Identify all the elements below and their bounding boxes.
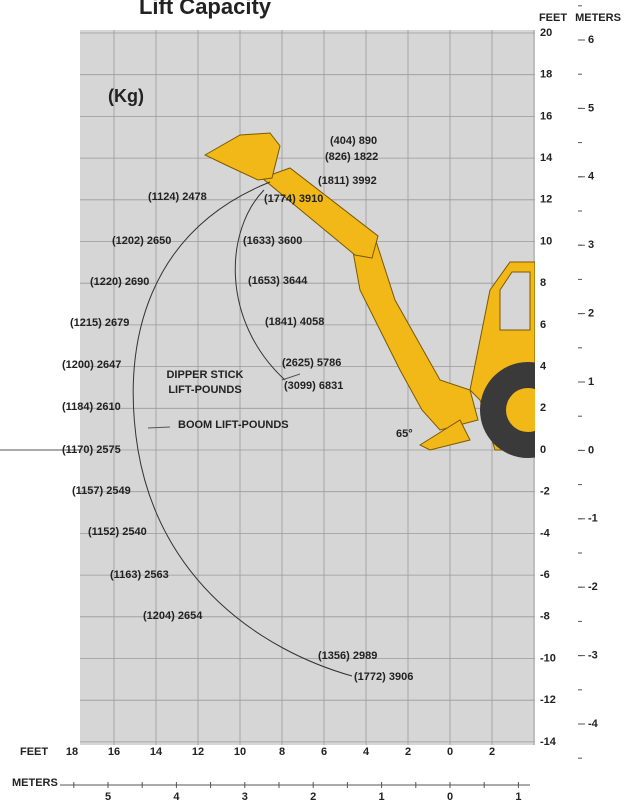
dipper-label: DIPPER STICK bbox=[166, 369, 243, 381]
capacity-label: (3099) 6831 bbox=[284, 380, 343, 392]
feet-tick-label: 2 bbox=[540, 402, 546, 414]
capacity-label: (1356) 2989 bbox=[318, 650, 377, 662]
capacity-label: (1152) 2540 bbox=[88, 526, 147, 538]
dipper-label: LIFT-POUNDS bbox=[168, 384, 241, 396]
bottom-feet-label: FEET bbox=[20, 746, 48, 758]
meter-tick-label: 2 bbox=[310, 791, 316, 803]
capacity-label: (1157) 2549 bbox=[72, 485, 131, 497]
capacity-label: (1124) 2478 bbox=[148, 191, 207, 203]
feet-tick-label: 18 bbox=[540, 69, 552, 81]
bottom-meters-label: METERS bbox=[12, 777, 58, 789]
meter-tick-label: 0 bbox=[588, 444, 594, 456]
feet-tick-label: 0 bbox=[540, 444, 546, 456]
capacity-label: (1653) 3644 bbox=[248, 275, 308, 287]
capacity-label: (1841) 4058 bbox=[265, 316, 324, 328]
feet-tick-label: -10 bbox=[540, 652, 556, 664]
capacity-label: (1633) 3600 bbox=[243, 235, 302, 247]
feet-tick-label: 0 bbox=[447, 746, 453, 758]
feet-tick-label: 12 bbox=[540, 194, 552, 206]
meter-tick-label: 5 bbox=[105, 791, 111, 803]
feet-tick-label: 10 bbox=[234, 746, 246, 758]
meter-tick-label: -2 bbox=[588, 581, 598, 593]
feet-tick-label: 6 bbox=[540, 319, 546, 331]
meter-tick-label: 0 bbox=[447, 791, 453, 803]
capacity-label: (1170) 2575 bbox=[62, 444, 121, 456]
meter-tick-label: 1 bbox=[379, 791, 385, 803]
capacity-label: (2625) 5786 bbox=[282, 357, 341, 369]
meter-tick-label: -4 bbox=[588, 718, 599, 730]
feet-tick-label: -12 bbox=[540, 694, 556, 706]
feet-tick-label: 4 bbox=[540, 361, 547, 373]
feet-tick-label: 8 bbox=[279, 746, 285, 758]
feet-tick-label: 2 bbox=[489, 746, 495, 758]
feet-tick-label: 4 bbox=[363, 746, 370, 758]
feet-tick-label: 16 bbox=[540, 110, 552, 122]
meter-tick-label: 3 bbox=[242, 791, 248, 803]
meter-tick-label: 3 bbox=[588, 239, 594, 251]
unit-label: (Kg) bbox=[108, 86, 144, 106]
feet-tick-label: 16 bbox=[108, 746, 120, 758]
feet-tick-label: -2 bbox=[540, 486, 550, 498]
meter-tick-label: 2 bbox=[588, 308, 594, 320]
feet-header: FEET bbox=[539, 12, 567, 24]
capacity-label: (1774) 3910 bbox=[264, 193, 323, 205]
feet-tick-label: -14 bbox=[540, 736, 557, 748]
meter-tick-label: 6 bbox=[588, 34, 594, 46]
feet-tick-label: -6 bbox=[540, 569, 550, 581]
feet-tick-label: 14 bbox=[540, 152, 553, 164]
meter-tick-label: 5 bbox=[588, 102, 594, 114]
feet-tick-label: 20 bbox=[540, 27, 552, 39]
meter-tick-label: -3 bbox=[588, 650, 598, 662]
capacity-label: (1215) 2679 bbox=[70, 317, 129, 329]
capacity-label: (1220) 2690 bbox=[90, 276, 149, 288]
feet-tick-label: 2 bbox=[405, 746, 411, 758]
capacity-label: (1184) 2610 bbox=[62, 401, 121, 413]
capacity-label: (1811) 3992 bbox=[318, 175, 377, 187]
boom-label: BOOM LIFT-POUNDS bbox=[178, 419, 289, 431]
capacity-label: (826) 1822 bbox=[325, 151, 378, 163]
meter-tick-label: -1 bbox=[588, 513, 598, 525]
meter-tick-label: 1 bbox=[515, 791, 521, 803]
capacity-label: (404) 890 bbox=[330, 135, 377, 147]
capacity-label: (1204) 2654 bbox=[143, 610, 203, 622]
feet-tick-label: 10 bbox=[540, 235, 552, 247]
feet-tick-label: 8 bbox=[540, 277, 546, 289]
meter-tick-label: 1 bbox=[588, 376, 594, 388]
meter-tick-label: 4 bbox=[588, 171, 595, 183]
angle-label: 65° bbox=[396, 428, 413, 440]
title: Lift Capacity bbox=[139, 0, 272, 19]
feet-tick-label: 18 bbox=[66, 746, 78, 758]
capacity-label: (1772) 3906 bbox=[354, 671, 413, 683]
feet-tick-label: -4 bbox=[540, 527, 551, 539]
lift-capacity-diagram: Lift Capacity (Kg) FEET METERS FEET METE… bbox=[0, 0, 629, 804]
capacity-label: (1163) 2563 bbox=[110, 569, 169, 581]
feet-tick-label: 6 bbox=[321, 746, 327, 758]
feet-tick-label: -8 bbox=[540, 611, 550, 623]
meters-header: METERS bbox=[575, 12, 621, 24]
meter-tick-label: 4 bbox=[173, 791, 180, 803]
feet-tick-label: 14 bbox=[150, 746, 163, 758]
capacity-label: (1202) 2650 bbox=[112, 235, 171, 247]
feet-tick-label: 12 bbox=[192, 746, 204, 758]
capacity-label: (1200) 2647 bbox=[62, 359, 121, 371]
